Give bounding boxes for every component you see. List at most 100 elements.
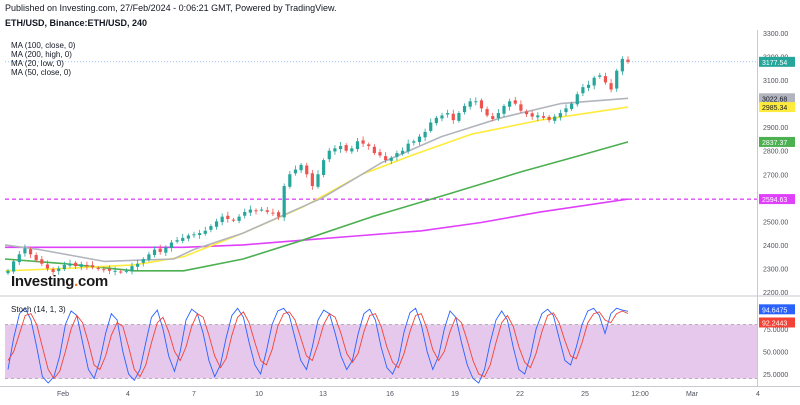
y-tick-label: 2900.00	[763, 125, 788, 132]
x-tick-label: 19	[451, 391, 459, 398]
price-tag-label: 3022.68	[762, 96, 787, 103]
candle-body	[322, 160, 326, 175]
candle-body	[609, 83, 613, 90]
y-tick-label: 2800.00	[763, 149, 788, 156]
x-tick-label: 4	[126, 391, 130, 398]
candle-body	[462, 105, 467, 113]
candle-body	[265, 210, 269, 212]
candle-body	[333, 148, 337, 152]
candle-body	[316, 174, 320, 187]
stoch-tag-label: 94.6475	[762, 307, 787, 314]
stoch-title: Stoch (14, 1, 3)	[11, 305, 66, 314]
candle-body	[102, 269, 106, 271]
candle-body	[260, 209, 264, 211]
candle-body	[485, 109, 489, 116]
candle-body	[338, 146, 343, 150]
candle-body	[107, 268, 112, 271]
candle-body	[389, 157, 393, 161]
candle-body	[192, 234, 196, 236]
legend-ma50: MA (50, close, 0)	[11, 68, 72, 77]
candle-body	[282, 186, 286, 218]
stoch-tag-label: 92.2443	[762, 320, 787, 327]
candle-body	[68, 263, 72, 266]
stoch-tag-bg	[759, 304, 795, 315]
stoch-y-tick-label: 50.0000	[763, 350, 788, 357]
x-tick-label: 4	[756, 391, 760, 398]
candle-body	[367, 144, 371, 147]
candle-body	[434, 117, 438, 124]
candle-body	[541, 116, 546, 118]
candle-body	[271, 212, 275, 214]
candle-body	[62, 264, 66, 270]
candle-body	[592, 77, 596, 86]
candle-body	[395, 153, 399, 157]
y-tick-label: 2400.00	[763, 243, 788, 250]
candle-body	[378, 152, 382, 156]
price-tag-label: 2594.63	[762, 197, 787, 204]
candle-body	[570, 103, 574, 110]
y-tick-label: 2300.00	[763, 266, 788, 273]
candle-body	[214, 221, 219, 227]
candle-body	[254, 210, 258, 212]
candle-body	[288, 174, 292, 187]
candle-body	[581, 87, 585, 94]
candle-body	[423, 131, 427, 138]
candle-body	[130, 266, 134, 272]
candle-body	[586, 84, 591, 88]
price-tag-label: 2985.34	[762, 105, 787, 112]
candle-body	[558, 113, 562, 118]
candle-body	[508, 101, 512, 107]
x-tick-label: Feb	[57, 391, 69, 398]
candle-body	[113, 270, 117, 272]
published-line: Published on Investing.com, 27/Feb/2024 …	[5, 3, 337, 13]
candle-body	[384, 156, 388, 161]
candle-body	[327, 150, 331, 160]
candle-body	[310, 173, 314, 187]
candle-body	[417, 136, 422, 143]
candle-body	[429, 122, 433, 131]
candle-body	[136, 263, 140, 267]
candle-body	[293, 169, 298, 174]
stoch-d-line	[7, 310, 629, 380]
candle-body	[12, 261, 16, 272]
y-tick-label: 2200.00	[763, 290, 788, 297]
candle-body	[361, 140, 365, 144]
candle-body	[474, 101, 478, 103]
candle-body	[248, 209, 252, 213]
x-tick-label: 13	[319, 391, 327, 398]
candle-body	[603, 76, 608, 83]
candle-body	[519, 104, 523, 111]
candle-body	[220, 216, 224, 223]
candle-body	[28, 249, 33, 255]
y-tick-label: 2500.00	[763, 219, 788, 226]
candle-body	[45, 264, 50, 269]
x-tick-label: 12:00	[631, 391, 649, 398]
candle-body	[446, 113, 450, 115]
candle-body	[186, 235, 190, 239]
price-tag-bg	[759, 136, 795, 147]
logo-dot: .	[74, 273, 79, 290]
stoch-band	[5, 324, 757, 379]
legend-ma20: MA (20, low, 0)	[11, 59, 64, 68]
price-tag-bg	[759, 93, 795, 104]
candle-body	[124, 270, 128, 272]
ma50-line	[4, 141, 629, 272]
x-tick-label: 7	[192, 391, 196, 398]
stoch-tag-bg	[759, 317, 795, 328]
candle-body	[547, 116, 551, 121]
x-tick-label: 25	[581, 391, 589, 398]
y-tick-label: 3100.00	[763, 78, 788, 85]
candle-body	[119, 271, 123, 273]
candle-body	[524, 111, 529, 115]
candle-body	[620, 58, 624, 72]
candle-body	[34, 255, 38, 261]
stoch-k-line	[7, 307, 629, 384]
price-tag-bg	[759, 194, 795, 205]
candle-body	[513, 100, 517, 104]
candle-body	[169, 242, 174, 248]
candle-body	[243, 211, 247, 216]
candle-body	[496, 113, 500, 118]
candle-body	[564, 108, 568, 113]
candle-body	[85, 264, 89, 267]
